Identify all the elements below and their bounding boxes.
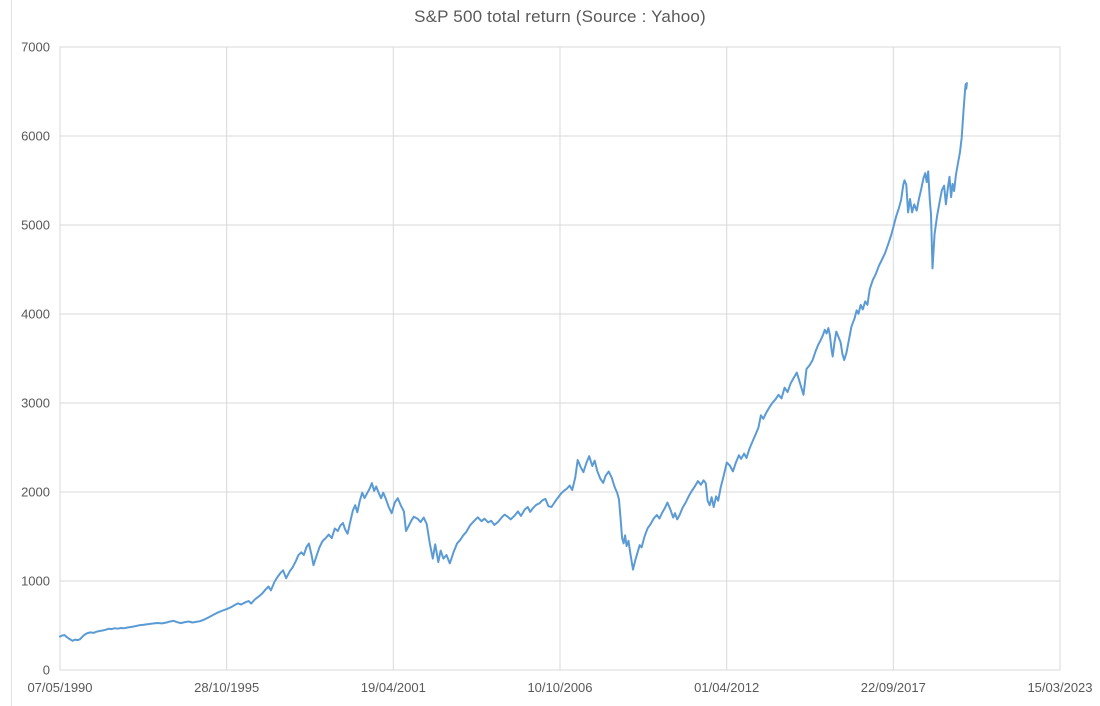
x-tick-label: 15/03/2023 xyxy=(1027,680,1092,695)
y-tick-label: 4000 xyxy=(21,307,50,322)
x-tick-label: 10/10/2006 xyxy=(527,680,592,695)
chart-title: S&P 500 total return (Source : Yahoo) xyxy=(414,7,706,26)
sheet-edge-line xyxy=(11,0,12,706)
y-tick-label: 2000 xyxy=(21,485,50,500)
y-tick-label: 7000 xyxy=(21,40,50,55)
y-tick-label: 3000 xyxy=(21,396,50,411)
y-tick-label: 1000 xyxy=(21,574,50,589)
y-tick-label: 6000 xyxy=(21,129,50,144)
y-tick-label: 5000 xyxy=(21,218,50,233)
y-tick-label: 0 xyxy=(43,663,50,678)
x-tick-label: 28/10/1995 xyxy=(194,680,259,695)
plot-border xyxy=(59,46,1061,671)
x-tick-label: 22/09/2017 xyxy=(861,680,926,695)
x-tick-label: 01/04/2012 xyxy=(694,680,759,695)
x-tick-label: 19/04/2001 xyxy=(361,680,426,695)
sp500-series-line xyxy=(59,82,968,642)
x-tick-label: 07/05/1990 xyxy=(27,680,92,695)
